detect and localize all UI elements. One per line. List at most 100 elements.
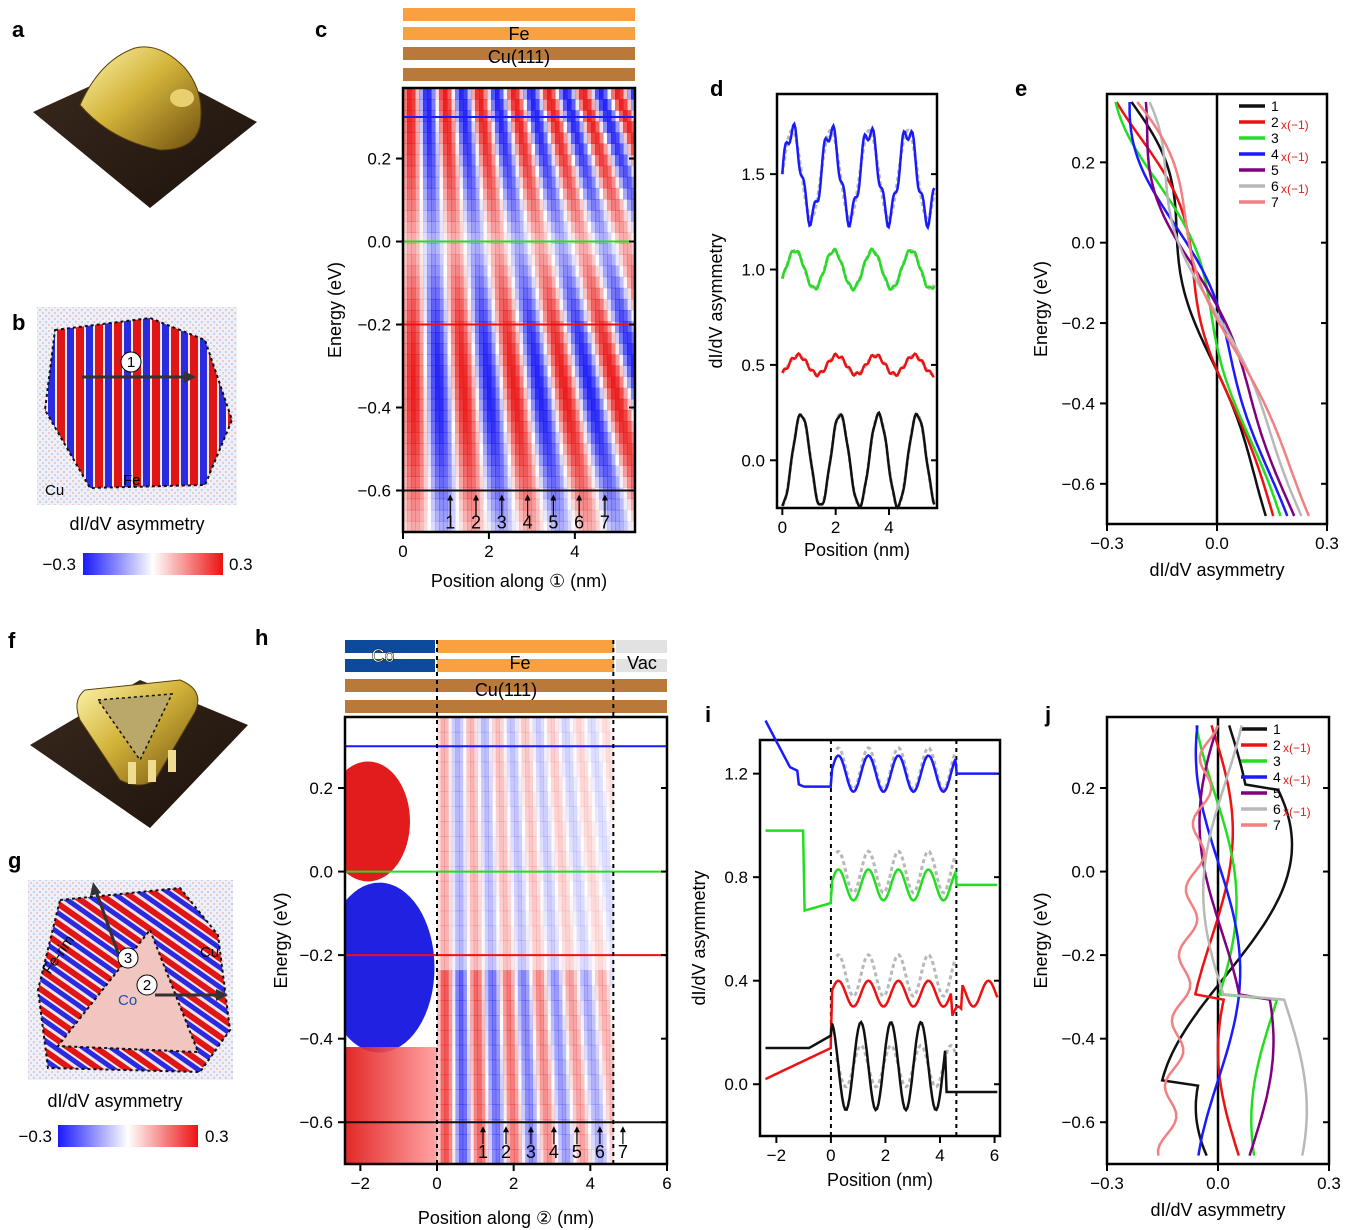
- heatmap-cell: [527, 509, 532, 522]
- heatmap-cell: [439, 276, 444, 289]
- heatmap-cell: [443, 255, 448, 267]
- heatmap-cell: [455, 165, 460, 178]
- heatmap-cell: [463, 143, 468, 156]
- heatmap-cell: [547, 880, 552, 897]
- heatmap-cell: [591, 970, 595, 985]
- heatmap-cell: [491, 88, 496, 100]
- heatmap-cell: [411, 287, 416, 300]
- heatmap-cell: [443, 232, 448, 244]
- heatmap-cell: [511, 165, 516, 178]
- heatmap-cell: [507, 199, 512, 211]
- heatmap-cell: [551, 343, 556, 355]
- heatmap-cell: [605, 925, 611, 941]
- heatmap-cell: [521, 821, 525, 836]
- heatmap-cell: [427, 110, 432, 122]
- heatmap-cell: [507, 432, 512, 444]
- heatmap-cell: [567, 165, 572, 178]
- heatmap-cell: [487, 154, 492, 167]
- heatmap-cell: [492, 880, 497, 897]
- heatmap-cell: [507, 243, 512, 255]
- heatmap-cell: [451, 776, 456, 792]
- heatmap-cell: [448, 836, 453, 852]
- heatmap-cell: [627, 232, 632, 244]
- heatmap-cell: [507, 221, 512, 233]
- heatmap-cell: [547, 1029, 552, 1046]
- y-tick-label: 1.0: [741, 261, 765, 280]
- heatmap-cell: [532, 717, 537, 733]
- heatmap-cell: [631, 143, 635, 156]
- heatmap-cell: [631, 132, 635, 144]
- heatmap-cell: [583, 176, 588, 189]
- heatmap-cell: [437, 761, 442, 778]
- heatmap-cell: [519, 298, 524, 311]
- heatmap-cell: [462, 1089, 467, 1105]
- heatmap-cell: [411, 387, 416, 400]
- heatmap-cell: [462, 836, 467, 852]
- marker-arrowhead: [527, 1126, 534, 1133]
- heatmap-cell: [511, 88, 516, 100]
- heatmap-cell: [528, 1074, 534, 1090]
- panel-letter-h: h: [255, 625, 268, 650]
- heatmap-cell: [455, 276, 460, 289]
- heatmap-cell: [571, 176, 576, 189]
- heatmap-cell: [591, 851, 596, 867]
- heatmap-cell: [579, 376, 584, 389]
- x-tick-label: 6: [662, 1174, 671, 1193]
- heatmap-cell: [536, 1044, 541, 1061]
- heatmap-cell: [499, 321, 504, 333]
- heatmap-cell: [555, 365, 560, 378]
- heatmap-cell: [506, 717, 511, 733]
- heatmap-cell: [499, 1074, 504, 1090]
- heatmap-cell: [547, 254, 552, 267]
- heatmap-cell: [591, 332, 596, 344]
- heatmap-cell: [554, 851, 559, 867]
- heatmap-cell: [547, 746, 552, 763]
- heatmap-cell: [569, 866, 574, 882]
- heatmap-cell: [473, 836, 478, 852]
- heatmap-cell: [569, 1000, 574, 1016]
- heatmap-cell: [475, 387, 480, 400]
- heatmap-cell: [477, 925, 482, 941]
- heatmap-cell: [492, 1015, 497, 1031]
- heatmap-cell: [532, 1059, 537, 1076]
- heatmap-cell: [471, 454, 476, 466]
- heatmap-cell: [491, 265, 496, 278]
- heatmap-cell: [463, 276, 468, 289]
- heatmap-cell: [555, 154, 560, 167]
- heatmap-cell: [495, 465, 500, 477]
- layer-stack-h: Co Fe Vac Cu(111): [345, 640, 667, 713]
- heatmap-cell: [555, 387, 560, 400]
- marker-arrowhead: [601, 494, 608, 501]
- heatmap-cell: [607, 265, 612, 278]
- heatmap-cell: [470, 731, 475, 748]
- curve-2: [1115, 101, 1275, 517]
- heatmap-cell: [559, 520, 564, 532]
- heatmap-cell: [451, 199, 456, 211]
- heatmap-cell: [499, 287, 504, 300]
- heatmap-cell: [459, 821, 464, 837]
- heatmap-cell: [419, 298, 424, 311]
- heatmap-cell: [539, 791, 545, 807]
- heatmap-cell: [492, 866, 497, 882]
- heatmap-cell: [551, 199, 556, 211]
- heatmap-cell: [423, 321, 428, 333]
- heatmap-cell: [495, 1134, 500, 1150]
- heatmap-cell: [514, 717, 519, 733]
- heatmap-cell: [565, 955, 570, 971]
- heatmap-cell: [631, 365, 635, 378]
- heatmap-cell: [532, 791, 537, 807]
- heatmap-cell: [455, 746, 460, 763]
- heatmap-cell: [517, 880, 522, 897]
- heatmap-cell: [531, 476, 536, 489]
- heatmap-cell: [583, 806, 589, 822]
- heatmap-cell: [523, 498, 528, 511]
- heatmap-cell: [583, 409, 588, 422]
- heatmap-cell: [598, 1134, 603, 1150]
- heatmap-cell: [511, 520, 516, 532]
- heatmap-cell: [419, 487, 424, 500]
- heatmap-cell: [527, 254, 532, 267]
- heatmap-cell: [427, 221, 432, 233]
- heatmap-cell: [579, 176, 584, 189]
- heatmap-cell: [579, 354, 584, 366]
